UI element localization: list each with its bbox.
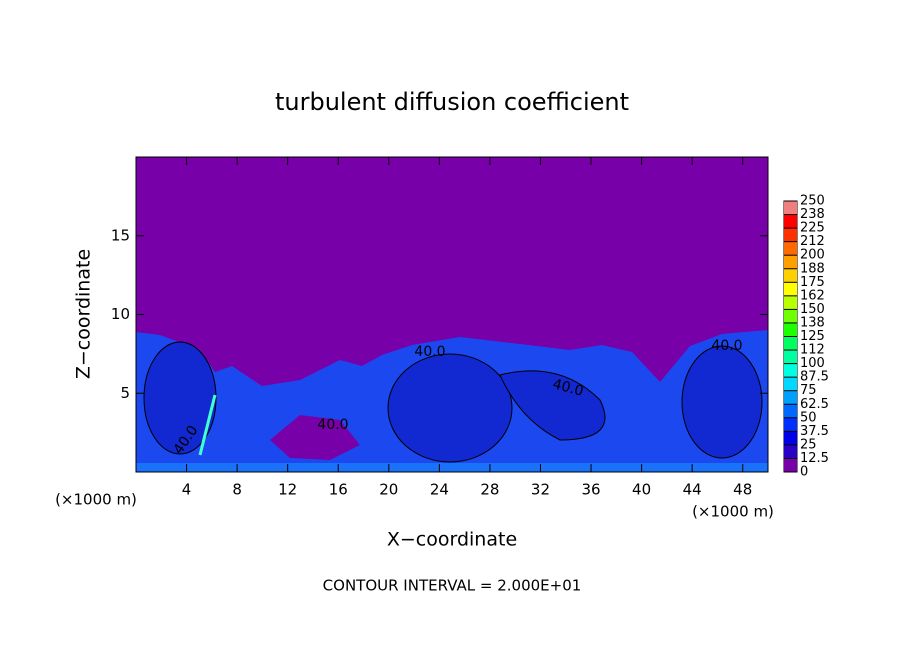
colorbar-band — [784, 390, 797, 405]
colorbar-tick-label: 75 — [800, 383, 817, 398]
x-tick-label: 4 — [182, 481, 192, 499]
footnote: CONTOUR INTERVAL = 2.000E+01 — [323, 577, 582, 595]
contour-label: 40.0 — [711, 338, 742, 354]
x-tick-label: 16 — [329, 481, 348, 499]
colorbar-tick-label: 162 — [800, 288, 825, 303]
x-tick-label: 36 — [581, 481, 600, 499]
contour-label: 40.0 — [551, 376, 585, 400]
x-axis-label: X−coordinate — [387, 529, 517, 551]
x-unit-label: (×1000 m) — [692, 503, 774, 521]
colorbar-band — [784, 228, 797, 242]
colorbar-tick-label: 112 — [800, 343, 825, 358]
colorbar-tick-label: 225 — [800, 221, 825, 236]
colorbar-band — [784, 458, 797, 472]
colorbar-tick-label: 212 — [800, 234, 825, 249]
colorbar-tick-label: 188 — [800, 261, 825, 276]
colorbar-tick-label: 100 — [800, 356, 825, 371]
colorbar-tick-label: 250 — [800, 194, 825, 209]
x-tick-label: 40 — [632, 481, 651, 499]
colorbar-tick-label: 25 — [800, 437, 817, 452]
colorbar-tick-label: 200 — [800, 248, 825, 263]
colorbar-band — [784, 309, 797, 323]
x-tick-label: 28 — [480, 481, 499, 499]
colorbar-band — [784, 377, 797, 391]
colorbar-band — [784, 431, 797, 445]
colorbar-tick-label: 87.5 — [800, 370, 829, 385]
x-tick-label: 8 — [232, 481, 242, 499]
colorbar-band — [784, 350, 797, 364]
colorbar-tick-label: 238 — [800, 207, 825, 222]
x-tick-label: 24 — [430, 481, 449, 499]
colorbar-band — [784, 268, 797, 283]
x-tick-label: 12 — [278, 481, 297, 499]
colorbar-band — [784, 417, 797, 432]
colorbar-band — [784, 363, 797, 378]
colorbar-band — [784, 295, 797, 310]
x-tick-label: 48 — [733, 481, 752, 499]
colorbar-band — [784, 255, 797, 269]
colorbar-tick-label: 12.5 — [800, 451, 829, 466]
y-tick-label: 5 — [120, 384, 130, 402]
colorbar-band — [784, 444, 797, 459]
x-tick-label: 32 — [531, 481, 550, 499]
colorbar-tick-label: 62.5 — [800, 397, 829, 412]
colorbar-band — [784, 214, 797, 229]
colorbar-band — [784, 322, 797, 337]
colorbar-tick-label: 50 — [800, 410, 817, 425]
colorbar-band — [784, 282, 797, 296]
contour-label: 40.0 — [414, 344, 445, 360]
colorbar-band — [784, 404, 797, 418]
contour-label: 40.0 — [317, 417, 348, 433]
colorbar-tick-label: 175 — [800, 275, 825, 290]
colorbar-band — [784, 336, 797, 351]
x-tick-label: 20 — [379, 481, 398, 499]
y-tick-label: 15 — [111, 226, 130, 244]
colorbar-tick-label: 37.5 — [800, 424, 829, 439]
colorbar-tick-label: 150 — [800, 302, 825, 317]
colorbar-tick-label: 125 — [800, 329, 825, 344]
field — [136, 157, 768, 472]
colorbar-tick-label: 0 — [800, 465, 808, 480]
y-axis-label: Z−coordinate — [73, 249, 95, 379]
colorbar-band — [784, 241, 797, 256]
x-tick-label: 44 — [683, 481, 702, 499]
colorbar-band — [784, 201, 797, 215]
x-unit-label: (×1000 m) — [55, 491, 137, 509]
y-tick-label: 10 — [111, 305, 130, 323]
chart-title: turbulent diffusion coefficient — [275, 88, 629, 116]
colorbar-tick-label: 138 — [800, 315, 825, 330]
